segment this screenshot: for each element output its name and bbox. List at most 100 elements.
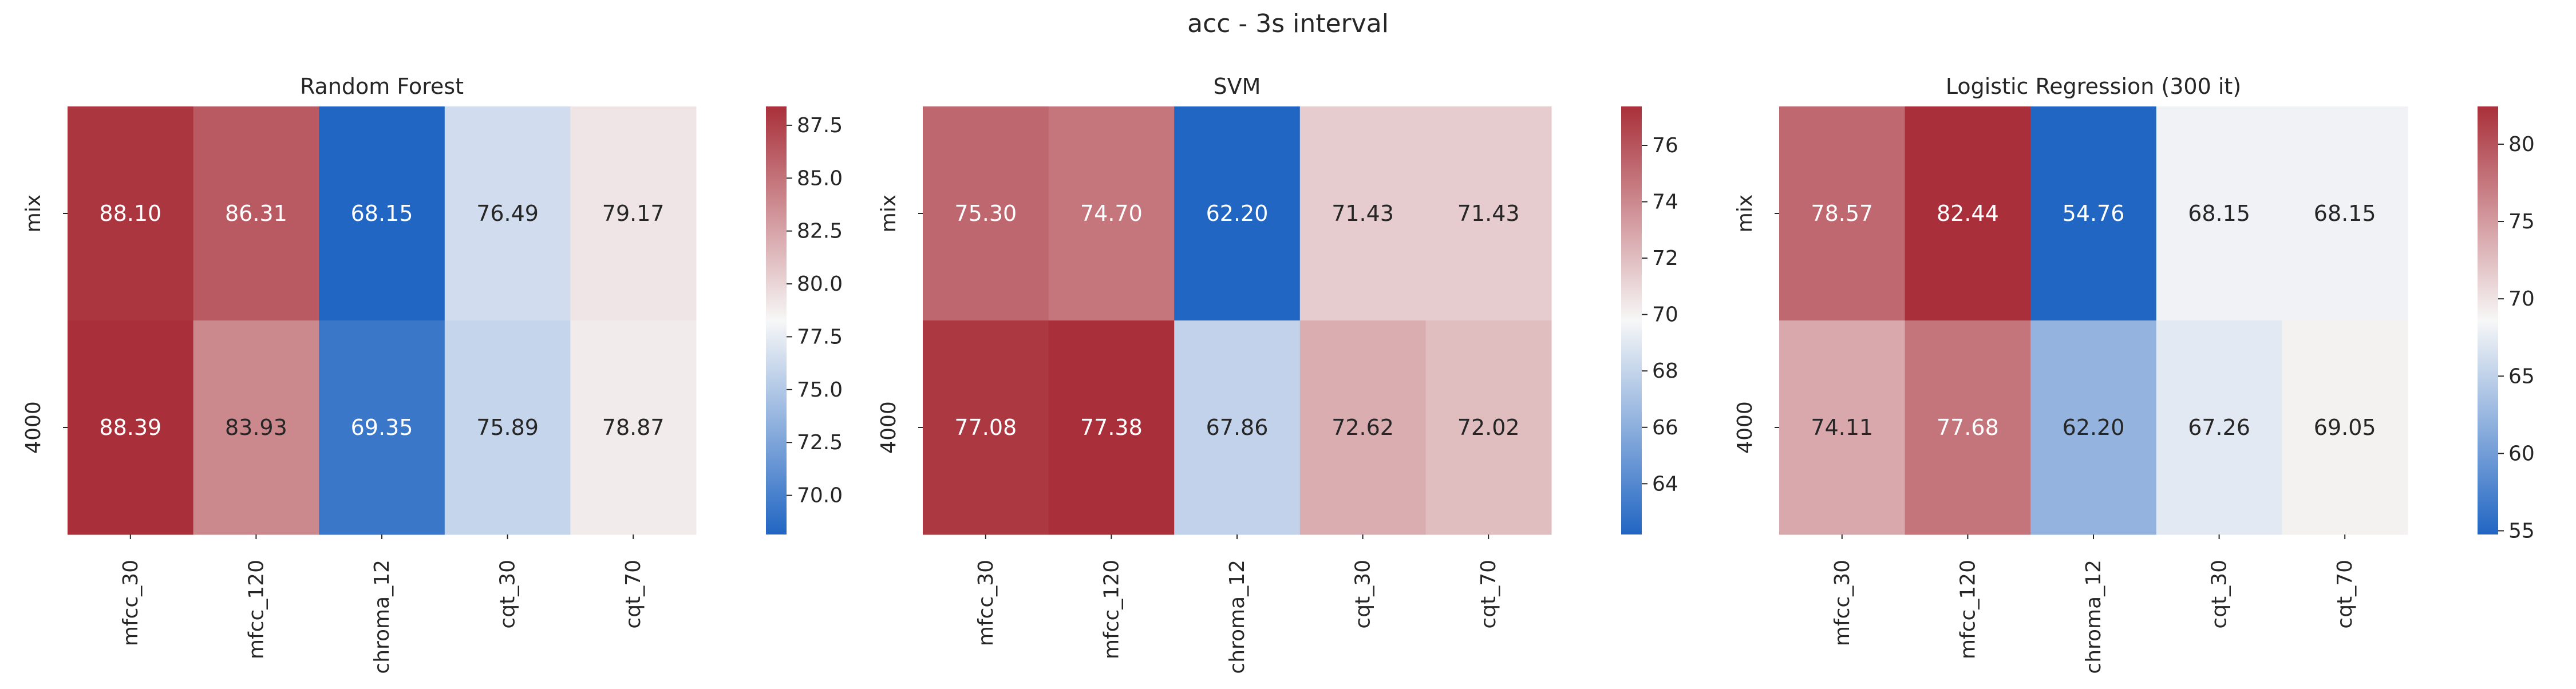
cell-value-label: 74.70 [1080, 201, 1143, 226]
colorbar-tick-label: 70.0 [797, 484, 843, 508]
colorbar-tick-label: 55 [2508, 520, 2535, 543]
y-tick-label: 4000 [1733, 401, 1757, 454]
cell-value-label: 67.86 [1206, 415, 1269, 440]
cell-value-label: 77.08 [954, 415, 1017, 440]
cell-value-label: 76.49 [476, 201, 539, 226]
x-tick-label: chroma_12 [1226, 560, 1249, 674]
colorbar-tick-label: 72.5 [797, 431, 843, 454]
colorbar-tick-label: 75.0 [797, 378, 843, 402]
colorbar-tick-label: 70 [1652, 303, 1678, 327]
x-tick-label: mfcc_120 [1100, 560, 1123, 659]
colorbar-tick-label: 77.5 [797, 325, 843, 349]
cell-value-label: 77.38 [1080, 415, 1143, 440]
heatmap-cell [1905, 106, 2031, 321]
colorbar-tick-label: 68 [1652, 359, 1678, 383]
heatmap-cell [2282, 320, 2408, 535]
heatmap-cell [193, 106, 319, 321]
x-tick-label: cqt_30 [1352, 560, 1375, 629]
y-tick-label: 4000 [22, 401, 45, 454]
cell-value-label: 62.20 [1206, 201, 1269, 226]
cell-value-label: 75.89 [476, 415, 539, 440]
cell-value-label: 86.31 [225, 201, 287, 226]
heatmap-cell [1048, 320, 1175, 535]
cell-value-label: 72.62 [1332, 415, 1394, 440]
heatmap-cell [444, 320, 571, 535]
heatmap-cell [1425, 106, 1552, 321]
colorbar [1621, 106, 1642, 534]
x-tick-label: chroma_12 [370, 560, 394, 674]
cell-value-label: 72.02 [1457, 415, 1520, 440]
colorbar-tick-label: 60 [2508, 442, 2535, 465]
panel-title: Random Forest [300, 74, 464, 99]
y-tick-label: mix [877, 195, 900, 232]
heatmap-cell [570, 320, 697, 535]
x-tick-label: mfcc_120 [244, 560, 268, 659]
cell-value-label: 75.30 [954, 201, 1017, 226]
cell-value-label: 82.44 [1937, 201, 1999, 226]
x-tick-label: mfcc_30 [119, 560, 143, 646]
x-tick-label: mfcc_30 [1831, 560, 1854, 646]
cell-value-label: 68.15 [351, 201, 413, 226]
heatmap-cell [319, 320, 445, 535]
colorbar-tick-label: 74 [1652, 191, 1678, 214]
heatmap-cell [1779, 320, 1906, 535]
colorbar-tick-label: 76 [1652, 134, 1678, 157]
heatmap-cell [1174, 320, 1301, 535]
cell-value-label: 54.76 [2063, 201, 2125, 226]
y-tick-label: 4000 [877, 401, 900, 454]
heatmap-cell [1905, 320, 2031, 535]
heatmap-cell [68, 320, 194, 535]
colorbar-tick-label: 64 [1652, 472, 1678, 496]
cell-value-label: 69.05 [2314, 415, 2376, 440]
cell-value-label: 74.11 [1811, 415, 1873, 440]
colorbar [766, 106, 787, 534]
cell-value-label: 67.26 [2188, 415, 2250, 440]
cell-value-label: 68.15 [2188, 201, 2250, 226]
heatmap-cell [2282, 106, 2408, 321]
colorbar-tick-label: 85.0 [797, 167, 843, 190]
y-tick-label: mix [22, 195, 45, 232]
heatmap-panels: Random Forest 88.10 86.31 68.15 76.49 79.17 88… [22, 74, 2535, 674]
heatmap-cell [2030, 320, 2157, 535]
x-tick-label: mfcc_120 [1956, 560, 1980, 659]
heatmap-cell [923, 106, 1049, 321]
cell-value-label: 62.20 [2063, 415, 2125, 440]
colorbar-tick-label: 80 [2508, 133, 2535, 156]
heatmap-cell [68, 106, 194, 321]
heatmap-cell [1048, 106, 1175, 321]
heatmap-cell [570, 106, 697, 321]
colorbar-tick-label: 72 [1652, 247, 1678, 270]
x-tick-label: cqt_30 [496, 560, 520, 629]
cell-value-label: 77.68 [1937, 415, 1999, 440]
x-tick-label: cqt_70 [2333, 560, 2357, 629]
x-tick-label: cqt_30 [2208, 560, 2231, 629]
x-tick-label: cqt_70 [1477, 560, 1500, 629]
panel-title: Logistic Regression (300 it) [1946, 74, 2241, 99]
x-tick-label: chroma_12 [2082, 560, 2105, 674]
cell-value-label: 83.93 [225, 415, 287, 440]
heatmap-cell [1425, 320, 1552, 535]
y-tick-label: mix [1733, 195, 1757, 232]
colorbar-tick-label: 80.0 [797, 272, 843, 296]
panel-title: SVM [1214, 74, 1261, 99]
heatmap-cell [444, 106, 571, 321]
heatmap-cell [1299, 106, 1426, 321]
colorbar-tick-label: 66 [1652, 416, 1678, 439]
cell-value-label: 71.43 [1457, 201, 1520, 226]
cell-value-label: 69.35 [351, 415, 413, 440]
colorbar [2478, 106, 2498, 534]
cell-value-label: 88.39 [99, 415, 161, 440]
heatmap-cell [923, 320, 1049, 535]
colorbar-tick-label: 75 [2508, 210, 2535, 233]
heatmap-cell [193, 320, 319, 535]
heatmap-cell [2156, 106, 2282, 321]
heatmap-cell [1779, 106, 1906, 321]
colorbar-tick-label: 65 [2508, 365, 2535, 388]
cell-value-label: 71.43 [1332, 201, 1394, 226]
x-tick-label: mfcc_30 [974, 560, 998, 646]
heatmap-panel-3: Logistic Regression (300 it) 78.57 82.44 54… [1733, 74, 2535, 674]
figure-title: acc - 3s interval [1187, 9, 1389, 38]
cell-value-label: 78.87 [602, 415, 665, 440]
